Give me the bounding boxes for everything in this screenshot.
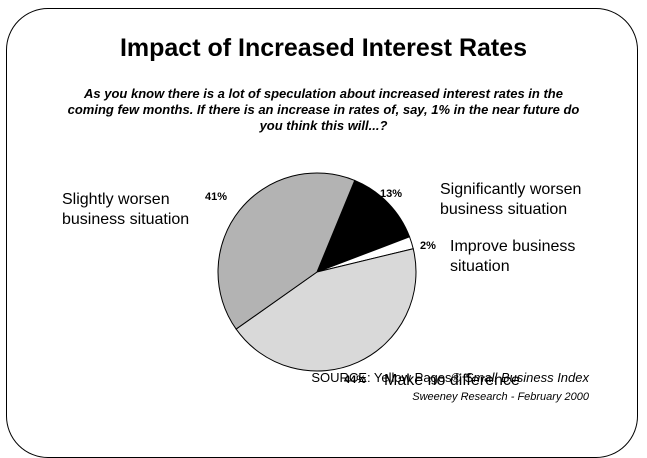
pct-label-improve: 2% (420, 240, 436, 252)
legend-label-improve: Improve business situation (450, 238, 576, 275)
source-publication: Small Business Index (464, 370, 589, 385)
pct-label-slightly-worsen: 41% (205, 191, 228, 203)
chart-title: Impact of Increased Interest Rates (119, 34, 528, 62)
pie-slice-significantly-worsen (316, 179, 411, 273)
pct-label-significantly-worsen: 13% (380, 188, 403, 200)
pct-label-no-difference: 44% (344, 374, 367, 386)
source-line-2: Sweeney Research - February 2000 (412, 391, 589, 403)
survey-question: As you know there is a lot of speculatio… (67, 86, 580, 133)
legend-label-slightly-worsen: Slightly worsen business situation (62, 191, 190, 228)
source-prefix: SOURCE: Yellow Pages® (311, 370, 462, 385)
pie-chart (217, 172, 417, 372)
legend-label-no-difference: Make no difference (384, 372, 520, 389)
legend-label-significantly-worsen: Significantly worsen business situation (440, 181, 582, 218)
pie-slice-no-difference (235, 248, 417, 372)
source-line: SOURCE: Yellow Pages® Small Business Ind… (311, 370, 589, 385)
pie-slice-slightly-worsen (217, 172, 356, 330)
